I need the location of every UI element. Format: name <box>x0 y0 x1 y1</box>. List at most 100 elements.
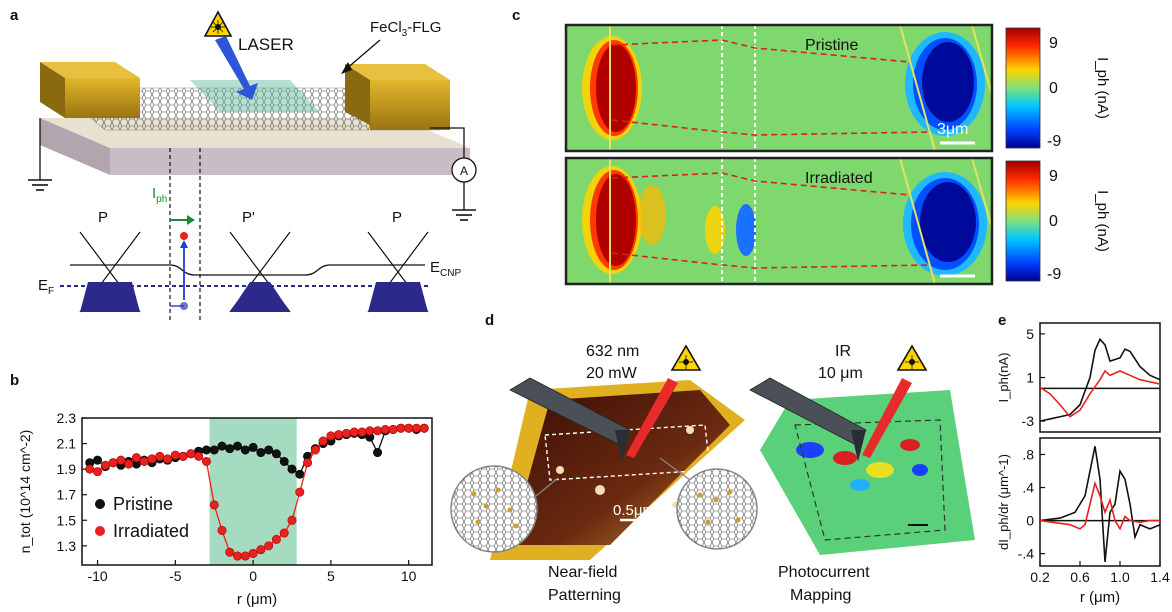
data-point-irradiated <box>240 551 250 561</box>
y-tick-label-e: -.4 <box>1018 546 1035 562</box>
data-point-irradiated <box>341 428 351 438</box>
legend-marker-pristine <box>95 499 105 509</box>
data-point-irradiated <box>264 541 274 551</box>
data-point-irradiated <box>116 455 126 465</box>
chart-e: 5 1 -3 I_ph(nA) .8 .4 0 -.4 dI_ph/dr (μm^-1) 0.2 0… <box>996 322 1170 606</box>
x-tick-label-e: 1.0 <box>1110 569 1130 585</box>
data-point-irradiated <box>349 427 359 437</box>
legend-label-irradiated: Irradiated <box>113 521 189 541</box>
data-point-irradiated <box>225 547 235 557</box>
iph-arrow-icon <box>187 215 195 225</box>
ecnp-line <box>70 264 425 276</box>
data-point-irradiated <box>271 534 281 544</box>
cbar-bottom-tick-max: 9 <box>1049 168 1058 185</box>
series-line-e0-1 <box>1039 369 1161 418</box>
y-axis-label-b: n_tot (10^14 cm^-2) <box>17 430 33 554</box>
data-point-pristine <box>373 448 383 458</box>
dirac-cone-left <box>79 231 141 313</box>
data-point-irradiated <box>388 425 398 435</box>
series-line-e1-1 <box>1039 480 1160 531</box>
y-tick-label-b: 1.9 <box>57 461 77 477</box>
contact-left-top <box>40 62 140 78</box>
left-caption-line1: Near-field <box>548 564 617 581</box>
data-point-irradiated <box>287 515 297 525</box>
tip-left <box>615 430 630 462</box>
cbar-bottom-label: I_ph (nA) <box>1094 190 1111 252</box>
data-point-irradiated <box>186 449 196 459</box>
x-tick-label-b: -5 <box>169 568 182 584</box>
material-label: FeCl3-FLG <box>370 19 441 39</box>
colorbar-bottom <box>1005 160 1041 282</box>
contact-left-front <box>65 78 140 118</box>
data-point-irradiated <box>419 423 429 433</box>
y-tick-label-b: 2.3 <box>57 410 77 426</box>
chart-b: -10 -5 0 5 10 2.3 2.1 1.9 1.7 1.5 1.3 r (μm) n_tot (… <box>17 410 433 608</box>
data-point-irradiated <box>233 551 243 561</box>
data-point-pristine <box>287 464 297 474</box>
data-point-irradiated <box>217 525 227 535</box>
data-point-irradiated <box>365 426 375 436</box>
data-point-irradiated <box>248 548 258 558</box>
data-point-pristine <box>217 441 227 451</box>
right-laser-line1: IR <box>835 343 851 360</box>
panel-c-letter: c <box>512 7 520 24</box>
data-point-pristine <box>248 442 258 452</box>
pristine-map <box>564 23 994 153</box>
panel-c: c Pristine 3μm <box>512 7 1111 286</box>
data-point-irradiated <box>357 427 367 437</box>
data-point-irradiated <box>139 456 149 466</box>
data-point-pristine <box>225 444 235 454</box>
substrate-front <box>110 148 470 175</box>
data-point-irradiated <box>326 431 336 441</box>
data-point-irradiated <box>170 450 180 460</box>
data-point-irradiated <box>209 500 219 510</box>
highlight-band <box>209 418 297 565</box>
right-caption-line1: Photocurrent <box>778 564 870 581</box>
y-axis-label-e0: I_ph(nA) <box>996 353 1011 403</box>
ground-left-icon <box>28 179 52 191</box>
cbar-bottom-tick-zero: 0 <box>1049 213 1058 230</box>
x-tick-label-e: 0.2 <box>1030 569 1050 585</box>
x-tick-label-b: 10 <box>401 568 417 584</box>
afm-image <box>510 390 730 545</box>
plot-frame-e1 <box>1039 437 1161 567</box>
dirac-cone-right <box>367 231 429 313</box>
panel-e: e 5 1 -3 I_ph(nA) .8 .4 0 -.4 dI_ph/dr (μm^-1) 0.… <box>996 312 1170 606</box>
region-right-label: P <box>392 209 402 226</box>
data-point-pristine <box>233 441 243 451</box>
x-tick-label-b: 0 <box>249 568 257 584</box>
irradiated-region <box>190 80 320 112</box>
data-point-irradiated <box>279 528 289 538</box>
ground-right-icon <box>452 209 476 221</box>
y-tick-label-e: 5 <box>1026 326 1034 342</box>
region-middle-label: P' <box>242 209 255 226</box>
right-laser-line2: 10 μm <box>818 365 863 382</box>
y-tick-label-e: 0 <box>1026 513 1034 529</box>
y-tick-label-b: 1.3 <box>57 538 77 554</box>
y-tick-label-b: 1.5 <box>57 512 77 528</box>
contact-left-side <box>40 62 65 118</box>
data-point-pristine <box>279 456 289 466</box>
panel-d: d 0.5μm 632 nm 20 mW Near-field Patterni… <box>450 312 975 604</box>
data-point-irradiated <box>93 467 103 477</box>
laser-label: LASER <box>238 35 294 54</box>
laser-beam-arrow <box>215 36 258 100</box>
data-point-irradiated <box>334 430 344 440</box>
colorbar-top <box>1005 27 1041 149</box>
substrate-side <box>40 118 110 175</box>
scale-bar-c-label: 3μm <box>937 121 968 138</box>
ir-laser-beam <box>862 378 912 458</box>
electron-icon <box>180 232 188 240</box>
tip-right <box>851 430 866 462</box>
data-point-irradiated <box>163 454 173 464</box>
panel-d-letter: d <box>485 312 494 329</box>
x-tick-label-b: 5 <box>327 568 335 584</box>
cbar-top-tick-zero: 0 <box>1049 80 1058 97</box>
data-point-irradiated <box>194 451 204 461</box>
left-laser-line1: 632 nm <box>586 343 639 360</box>
data-point-pristine <box>295 469 305 479</box>
cbar-bottom-tick-min: -9 <box>1047 266 1061 283</box>
scale-bar-d-label: 0.5μm <box>613 502 655 519</box>
series-line-e1-0 <box>1039 446 1161 562</box>
y-tick-label-b: 1.7 <box>57 487 77 503</box>
